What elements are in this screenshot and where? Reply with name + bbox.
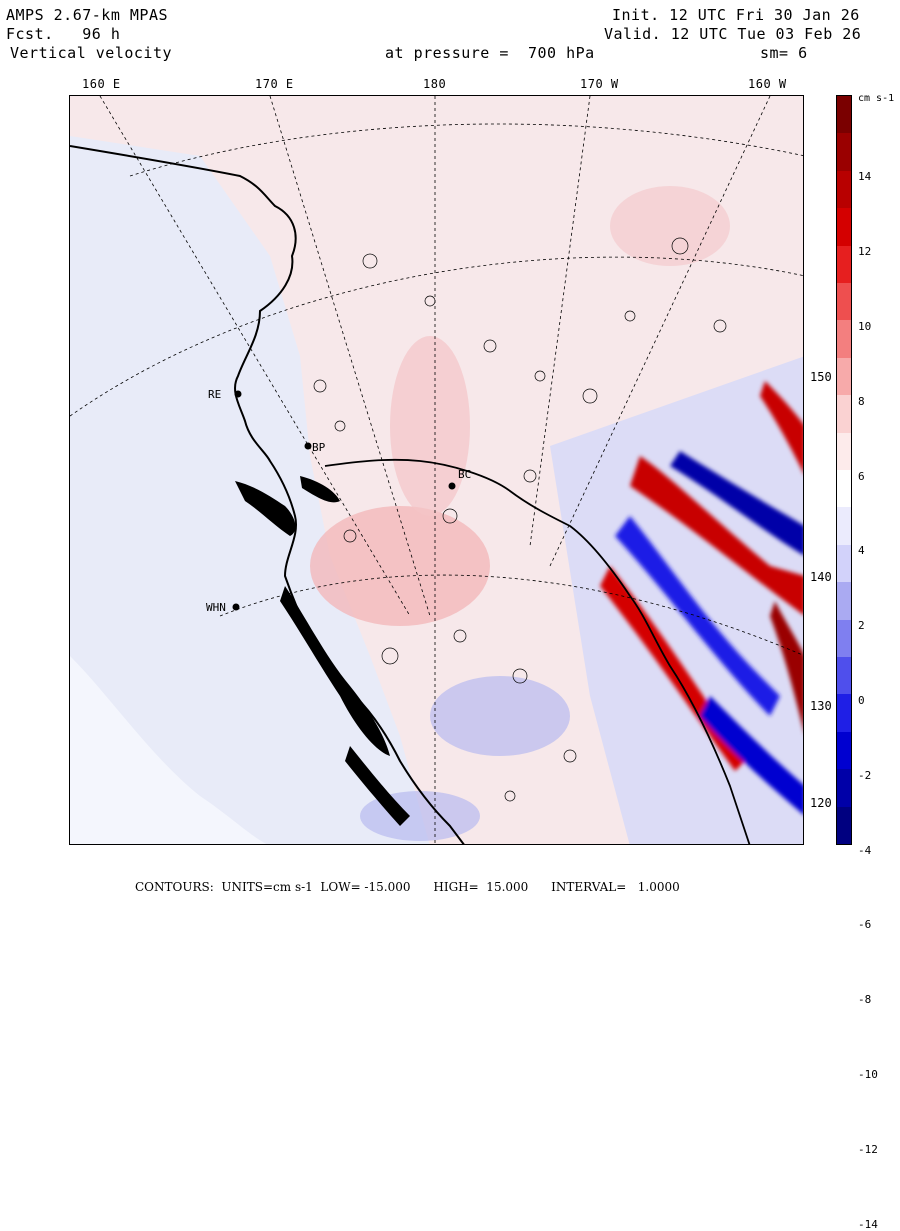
colorbar-segment: [837, 133, 851, 172]
colorbar-tick-label: 12: [858, 245, 872, 259]
colorbar-segment: [837, 96, 851, 134]
init-time: Init. 12 UTC Fri 30 Jan 26: [612, 6, 860, 24]
colorbar-tick-label: 2: [858, 619, 865, 633]
meridians: [99, 96, 771, 844]
ascent-zone-north: [390, 336, 470, 516]
colorbar-tick-label: -14: [858, 1217, 878, 1231]
colorbar-tick-label: -8: [858, 993, 872, 1007]
colorbar-segment: [837, 357, 851, 396]
colorbar: [836, 95, 852, 845]
colorbar-tick-label: 10: [858, 320, 872, 333]
colorbar-segment: [837, 769, 851, 808]
lon-label-170w: 170 W: [580, 77, 619, 91]
colorbar-segment: [837, 395, 851, 434]
station-re-label: RE: [208, 388, 222, 401]
colorbar-tick-label: 8: [858, 394, 865, 408]
colorbar-segment: [837, 731, 851, 770]
map-canvas: [70, 96, 803, 844]
station-whn-label: WHN: [206, 601, 226, 614]
colorbar-tick-label: 0: [858, 694, 865, 707]
colorbar-segment: [837, 806, 851, 845]
colorbar-unit: cm s-1: [858, 93, 895, 104]
colorbar-tick-label: 4: [858, 544, 865, 558]
lon-label-160e: 160 E: [82, 77, 121, 91]
colorbar-segment: [837, 694, 851, 733]
smoothing: sm= 6: [760, 44, 808, 62]
colorbar-segment: [837, 507, 851, 546]
station-whn-marker: [232, 603, 240, 611]
lon-label-160w: 160 W: [748, 77, 787, 91]
colorbar-segment: [837, 320, 851, 359]
station-bp-label: BP: [312, 441, 326, 454]
pressure-level: at pressure = 700 hPa: [385, 44, 595, 62]
station-bc-label: BC: [458, 468, 472, 481]
field-name: Vertical velocity: [10, 44, 173, 62]
colorbar-tick-label: -4: [858, 843, 872, 857]
forecast-hour: Fcst. 96 h: [6, 25, 121, 43]
strong-bands: [600, 381, 803, 815]
valid-time: Valid. 12 UTC Tue 03 Feb 26: [604, 25, 862, 43]
ice-plateau: [70, 656, 267, 844]
ice-shelf-front: [324, 458, 751, 844]
colorbar-segment: [837, 470, 851, 508]
lon-label-170e: 170 E: [255, 77, 294, 91]
descent-zone-south: [430, 676, 570, 756]
parallels: [70, 123, 803, 656]
colorbar-segment: [837, 208, 851, 247]
colorbar-segment: [837, 657, 851, 695]
colorbar-segment: [837, 619, 851, 658]
colorbar-segment: [837, 170, 851, 209]
colorbar-tick-label: -2: [858, 768, 872, 782]
colorbar-segment: [837, 245, 851, 284]
coastline: [70, 145, 465, 844]
contour-info-footer: CONTOURS: UNITS=cm s-1 LOW= -15.000 HIGH…: [135, 880, 680, 894]
colorbar-tick-label: -12: [858, 1142, 878, 1156]
colorbar-tick-label: 14: [858, 170, 872, 184]
colorbar-tick-label: 6: [858, 469, 865, 483]
ascent-zone-northeast: [610, 186, 730, 266]
colorbar-segment: [837, 432, 851, 471]
model-title: AMPS 2.67-km MPAS: [6, 6, 169, 24]
station-re-marker: [234, 390, 242, 398]
colorbar-segment: [837, 544, 851, 583]
colorbar-segment: [837, 582, 851, 621]
contour-blobs: [313, 237, 727, 802]
vertical-velocity-map: RE WHN BC BP: [69, 95, 804, 845]
station-bp-marker: [304, 442, 312, 450]
colorbar-tick-label: -10: [858, 1068, 878, 1081]
station-bc-marker: [448, 482, 456, 490]
colorbar-tick-label: -6: [858, 918, 872, 932]
ascent-zone-central: [310, 506, 490, 626]
lon-label-180: 180: [423, 77, 447, 91]
colorbar-segment: [837, 283, 851, 321]
